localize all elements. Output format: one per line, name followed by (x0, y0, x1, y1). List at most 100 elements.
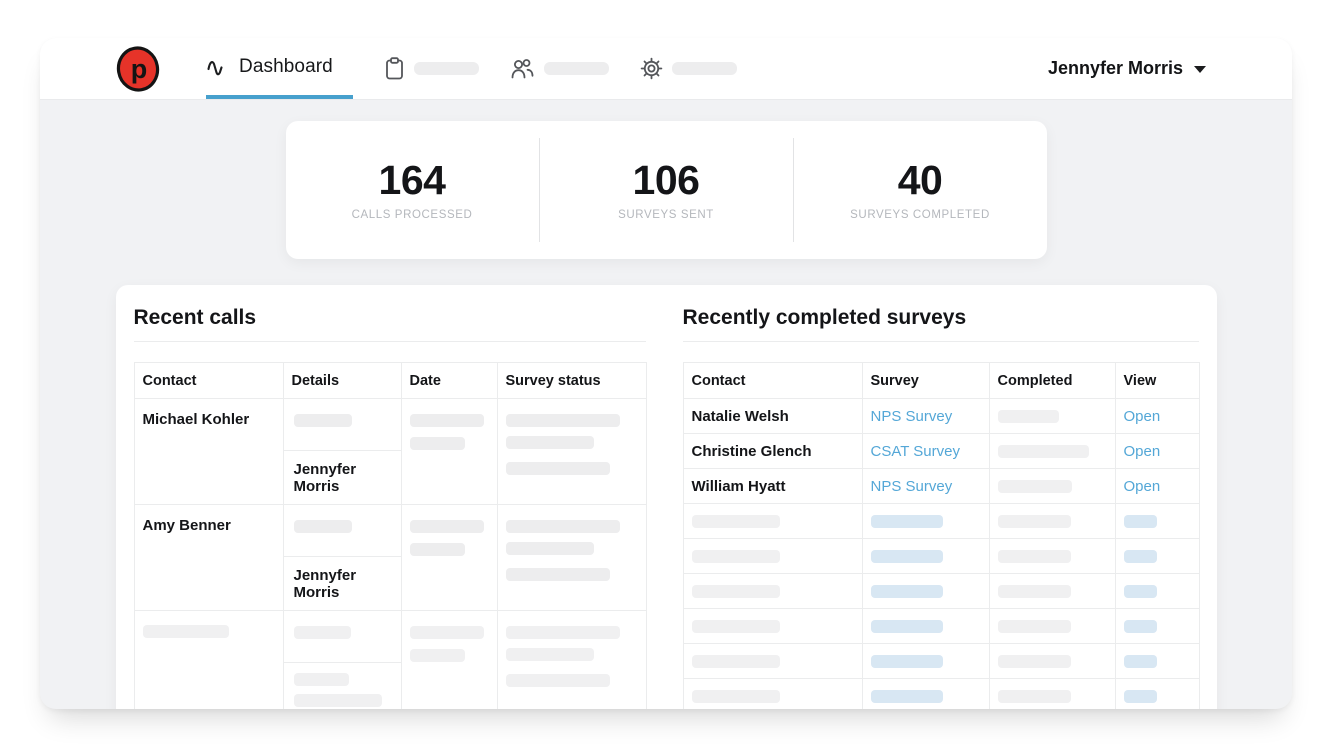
date-placeholder (409, 623, 489, 662)
view-placeholder (1123, 619, 1157, 633)
date-placeholder (409, 411, 489, 450)
contact-placeholder (142, 625, 229, 638)
table-row (682, 573, 1200, 609)
contact-name: William Hyatt (691, 477, 786, 495)
open-link[interactable]: Open (1123, 477, 1161, 495)
stat-surveys-sent: 106 SURVEYS SENT (540, 156, 793, 222)
table-row: Michael Kohler Jennyfer Morris (133, 398, 647, 505)
call-detail-placeholder (283, 611, 401, 663)
nav-label-placeholder (413, 62, 479, 75)
nav-label-placeholder (543, 62, 609, 75)
table-row (682, 503, 1200, 539)
contact-name: Michael Kohler (142, 411, 250, 428)
completed-placeholder (997, 409, 1059, 423)
survey-placeholder (870, 689, 943, 703)
stats-card: 164 CALLS PROCESSED 106 SURVEYS SENT 40 … (285, 121, 1047, 259)
table-row (682, 538, 1200, 574)
tab-dashboard[interactable]: Dashboard (206, 38, 353, 99)
view-placeholder (1123, 689, 1157, 703)
contact-name: Natalie Welsh (691, 407, 789, 425)
logo-ring (116, 45, 160, 92)
completed-placeholder (997, 514, 1071, 528)
view-placeholder (1123, 584, 1157, 598)
view-placeholder (1123, 514, 1157, 528)
survey-link[interactable]: NPS Survey (870, 407, 953, 425)
app-window: p Dashboard (40, 38, 1292, 709)
agent-placeholder (284, 663, 401, 709)
logo-letter: p (131, 54, 148, 84)
survey-placeholder (870, 514, 943, 528)
column-header: Details (282, 362, 402, 399)
recent-calls-section: Recent calls Contact Details Date Survey… (133, 305, 647, 709)
completed-placeholder (997, 444, 1089, 458)
table-row: William Hyatt NPS Survey Open (682, 468, 1200, 504)
recent-surveys-title: Recently completed surveys (682, 305, 1199, 342)
stat-value: 106 (632, 156, 700, 203)
nav-item-settings[interactable] (640, 38, 737, 99)
recent-calls-title: Recent calls (133, 305, 646, 342)
contact-placeholder (691, 514, 780, 528)
survey-placeholder (870, 619, 943, 633)
open-link[interactable]: Open (1123, 407, 1161, 425)
call-detail-placeholder (283, 505, 401, 557)
user-menu[interactable]: Jennyfer Morris (1048, 38, 1206, 99)
divider (792, 138, 794, 242)
tab-dashboard-label: Dashboard (239, 55, 333, 77)
brand-logo[interactable]: p (114, 44, 162, 94)
completed-placeholder (997, 689, 1071, 703)
survey-link[interactable]: CSAT Survey (870, 442, 960, 460)
nav-tabs: Dashboard (206, 38, 353, 99)
stat-calls-processed: 164 CALLS PROCESSED (286, 156, 539, 221)
agent-name: Jennyfer Morris (293, 460, 357, 495)
divider (538, 138, 540, 242)
open-link[interactable]: Open (1123, 442, 1161, 460)
column-header: Survey status (496, 362, 647, 399)
table-row (133, 610, 647, 709)
contact-name: Christine Glench (691, 442, 812, 460)
survey-status-placeholder (505, 623, 638, 687)
survey-placeholder (870, 654, 943, 668)
completed-placeholder (997, 654, 1071, 668)
recent-surveys-table: Contact Survey Completed View Natalie We… (682, 362, 1200, 709)
stat-value: 164 (378, 156, 446, 203)
nav-label-placeholder (671, 62, 737, 75)
table-row (682, 678, 1200, 709)
nav-item-contacts[interactable] (510, 38, 609, 99)
column-header: View (1114, 362, 1200, 399)
completed-placeholder (997, 479, 1072, 493)
contact-placeholder (691, 619, 780, 633)
view-placeholder (1123, 654, 1157, 668)
completed-placeholder (997, 549, 1071, 563)
table-row: Christine Glench CSAT Survey Open (682, 433, 1200, 469)
completed-placeholder (997, 584, 1071, 598)
survey-status-placeholder (505, 411, 638, 475)
survey-link[interactable]: NPS Survey (870, 477, 953, 495)
stat-surveys-completed: 40 SURVEYS COMPLETED (794, 156, 1047, 222)
recent-calls-table: Contact Details Date Survey status Micha… (133, 362, 647, 709)
stat-label: SURVEYS SENT (618, 209, 714, 222)
stat-value: 40 (897, 156, 943, 203)
contact-placeholder (691, 584, 780, 598)
agent-name: Jennyfer Morris (293, 566, 357, 601)
table-header-row: Contact Details Date Survey status (133, 362, 647, 399)
nav-item-surveys[interactable] (384, 38, 479, 99)
users-icon (510, 57, 535, 80)
recent-surveys-section: Recently completed surveys Contact Surve… (682, 305, 1200, 709)
survey-placeholder (870, 584, 943, 598)
table-row: Amy Benner Jennyfer Morris (133, 504, 647, 611)
contact-placeholder (691, 549, 780, 563)
survey-placeholder (870, 549, 943, 563)
view-placeholder (1123, 549, 1157, 563)
main-card: Recent calls Contact Details Date Survey… (115, 285, 1217, 709)
table-row (682, 643, 1200, 679)
gear-icon (640, 57, 663, 80)
column-header: Survey (861, 362, 990, 399)
table-row: Natalie Welsh NPS Survey Open (682, 398, 1200, 434)
stat-label: SURVEYS COMPLETED (850, 209, 990, 222)
call-detail-placeholder (283, 399, 401, 451)
table-row (682, 608, 1200, 644)
column-header: Completed (988, 362, 1116, 399)
column-header: Date (400, 362, 498, 399)
completed-placeholder (997, 619, 1071, 633)
date-placeholder (409, 517, 489, 556)
